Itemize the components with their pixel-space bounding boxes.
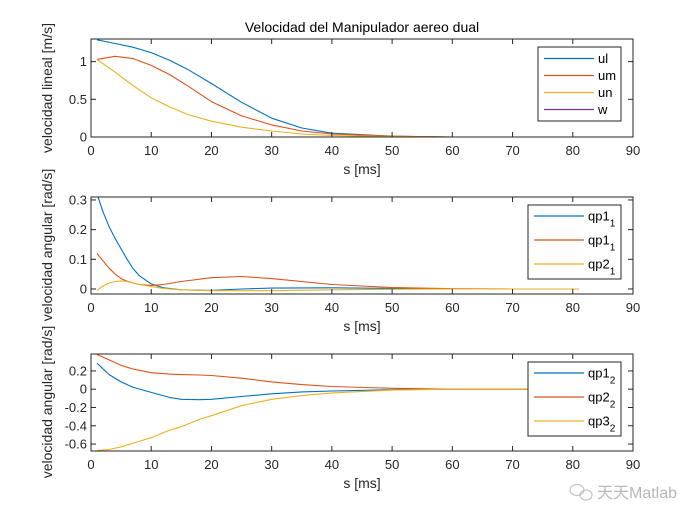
series-line-qp1-2 (96, 362, 579, 401)
y-axis-label: velocidad angular [rad/s] (39, 326, 55, 479)
x-tick-label: 50 (385, 457, 399, 472)
y-tick-label: 0.2 (69, 222, 87, 237)
x-tick-label: 70 (505, 143, 519, 158)
x-tick-label: 90 (626, 300, 640, 315)
y-tick-label: 0 (80, 382, 87, 397)
series-line-qp3-2 (96, 388, 579, 451)
subplot-angular-velocity-1: 0 10 20 30 40 50 60 70 80 90 0 0.1 0.2 0.3 qp11qp11qp2… (69, 192, 640, 315)
y-tick-label: -0.2 (65, 400, 87, 415)
x-tick-label: 70 (505, 457, 519, 472)
wechat-icon (569, 483, 593, 501)
y-tick-label: 0 (80, 281, 87, 296)
watermark-text: 天天Matlab (597, 485, 677, 502)
x-tick-label: 30 (264, 457, 278, 472)
y-tick-label: 0.1 (69, 252, 87, 267)
chart-title: Velocidad del Manipulador aereo dual (245, 19, 479, 35)
x-tick-label: 80 (566, 457, 580, 472)
y-axis-label: velocidad lineal [m/s] (39, 23, 55, 153)
x-axis-label: s [ms] (343, 161, 380, 177)
series-line-qp1-1 (97, 197, 579, 291)
legend: ul um un w (537, 46, 622, 122)
axes-box (90, 38, 634, 138)
y-axis-label: velocidad angular [rad/s] (39, 169, 55, 322)
x-tick-label: 30 (264, 300, 278, 315)
x-tick-label: 40 (325, 300, 339, 315)
x-tick-label: 10 (144, 143, 158, 158)
x-tick-label: 20 (204, 457, 218, 472)
series-line-qp1-1 (96, 253, 579, 290)
series-line-ul (96, 39, 579, 137)
legend-entry: ul (598, 51, 608, 66)
x-tick-label: 70 (505, 300, 519, 315)
y-tick-label: -0.4 (65, 418, 87, 433)
legend-box (527, 361, 622, 437)
x-tick-label: 60 (445, 300, 459, 315)
x-tick-label: 60 (445, 457, 459, 472)
legend-box (537, 46, 622, 122)
legend-entry: un (598, 85, 612, 100)
x-tick-label: 60 (445, 143, 459, 158)
x-tick-label: 0 (87, 300, 94, 315)
y-tick-label: -0.6 (65, 437, 87, 452)
legend-entry: w (597, 102, 608, 117)
y-tick-label: 0.3 (69, 192, 87, 207)
series-line-un (96, 58, 579, 137)
y-tick-label: 1 (80, 54, 87, 69)
subplot-angular-velocity-2: 0 10 20 30 40 50 60 70 80 90 -0.6 -0.4 -0.2 0 0.2 qp12q… (65, 353, 640, 472)
x-axis-label: s [ms] (343, 318, 380, 334)
series-line-qp2-2 (96, 354, 579, 390)
x-tick-label: 20 (204, 143, 218, 158)
x-tick-label: 0 (87, 457, 94, 472)
series-line-qp2-1 (96, 280, 579, 292)
watermark: 天天Matlab (569, 483, 677, 502)
x-tick-label: 80 (566, 300, 580, 315)
x-tick-label: 10 (144, 457, 158, 472)
x-tick-label: 40 (325, 457, 339, 472)
x-tick-label: 50 (385, 143, 399, 158)
axes-box (90, 196, 634, 295)
x-tick-label: 90 (626, 457, 640, 472)
x-tick-label: 20 (204, 300, 218, 315)
x-tick-label: 50 (385, 300, 399, 315)
x-tick-label: 40 (325, 143, 339, 158)
x-tick-label: 0 (87, 143, 94, 158)
y-tick-label: 0.5 (69, 92, 87, 107)
y-tick-label: 0.2 (69, 363, 87, 378)
subplot-linear-velocity: 0 10 20 30 40 50 60 70 80 90 0 0.5 1 ul um un w (69, 38, 640, 158)
y-tick-label: 0 (80, 130, 87, 145)
axes-box (90, 353, 634, 452)
series-line-um (96, 55, 579, 137)
x-tick-label: 30 (264, 143, 278, 158)
x-tick-label: 80 (566, 143, 580, 158)
legend-entry: um (598, 68, 616, 83)
x-tick-label: 10 (144, 300, 158, 315)
x-tick-label: 90 (626, 143, 640, 158)
legend-box (527, 204, 622, 280)
x-axis-label: s [ms] (343, 475, 380, 491)
